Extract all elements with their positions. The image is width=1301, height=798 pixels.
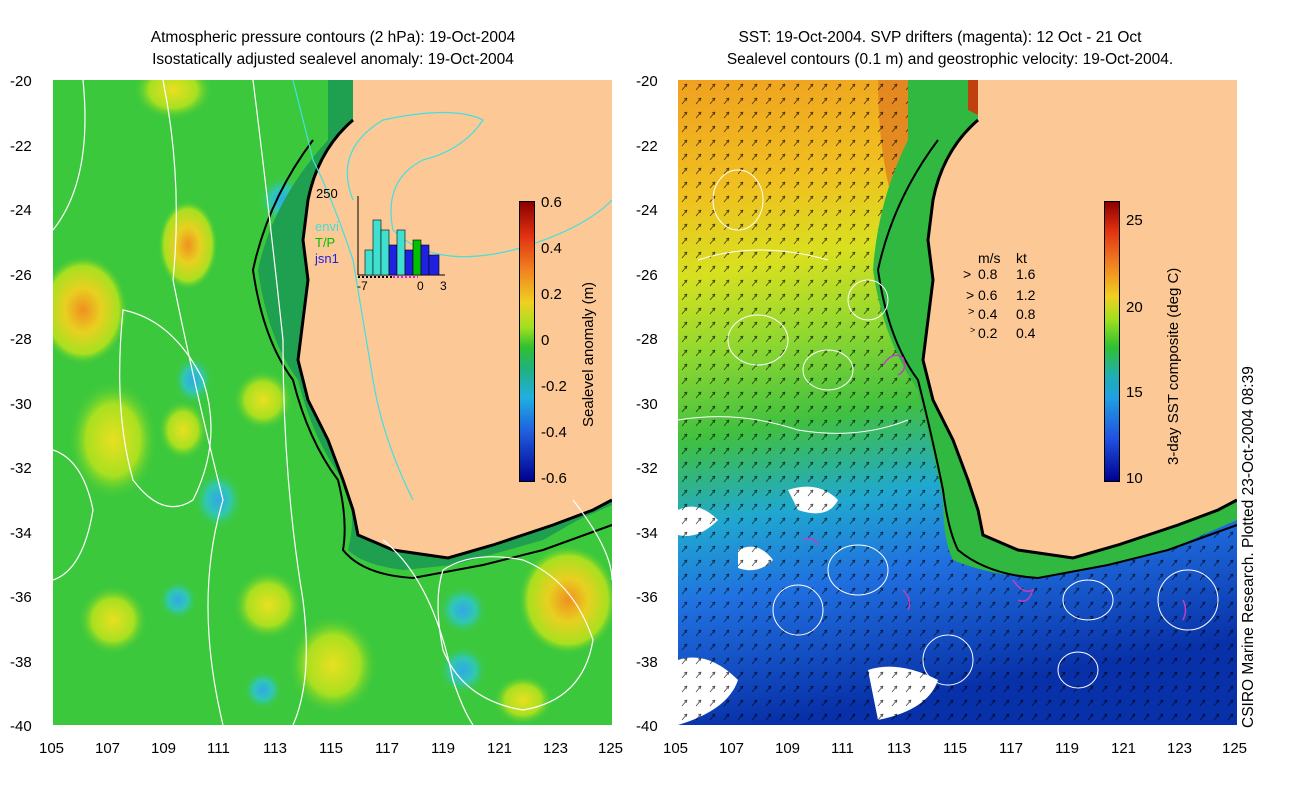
australia-landmass-right <box>923 80 1237 558</box>
legend-kt: 0.4 <box>1016 325 1036 341</box>
right-cb-tick: 25 <box>1126 212 1143 229</box>
left-y-tick: -30 <box>10 396 32 413</box>
left-cb-tick: 0.4 <box>541 240 562 257</box>
left-y-tick: -32 <box>10 460 32 477</box>
legend-ms: 0.2 <box>978 325 998 341</box>
left-y-tick: -20 <box>10 73 32 90</box>
left-x-tick: 113 <box>263 740 287 757</box>
inset-legend-envi: envi <box>315 219 339 234</box>
right-x-tick: 109 <box>775 740 801 757</box>
left-x-tick: 123 <box>543 740 569 757</box>
left-y-tick: -24 <box>10 202 32 219</box>
right-x-tick: 105 <box>663 740 689 757</box>
left-x-tick: 115 <box>319 740 343 757</box>
right-cb-tick: 15 <box>1126 384 1143 401</box>
left-x-tick: 125 <box>598 740 624 757</box>
left-x-tick: 117 <box>375 740 399 757</box>
left-x-tick: 109 <box>151 740 177 757</box>
legend-ms: 0.4 <box>978 306 998 322</box>
pressure-contours <box>53 80 612 725</box>
left-cb-tick: -0.2 <box>541 378 567 395</box>
right-x-tick: 117 <box>999 740 1023 757</box>
legend-kt: 1.2 <box>1016 287 1036 303</box>
right-y-tick: -40 <box>636 718 658 735</box>
right-y-tick: -36 <box>636 589 658 606</box>
inset-x-tick: 3 <box>440 279 447 293</box>
arrow-icon: > <box>963 266 972 282</box>
inset-x-tick: 0 <box>417 279 424 293</box>
data-histogram-inset <box>357 196 445 278</box>
right-cb-tick: 20 <box>1126 299 1143 316</box>
right-map-graphic <box>678 80 1237 725</box>
right-x-tick: 115 <box>943 740 967 757</box>
right-title-line1: SST: 19-Oct-2004. SVP drifters (magenta)… <box>738 29 1142 46</box>
left-x-tick: 107 <box>95 740 121 757</box>
left-x-tick: 105 <box>39 740 65 757</box>
cyan-contour <box>292 80 414 501</box>
right-x-tick: 111 <box>831 740 854 757</box>
left-y-tick: -36 <box>10 589 32 606</box>
inset-ymax-label: 250 <box>316 186 338 201</box>
right-x-tick: 113 <box>887 740 911 757</box>
right-sst-map[interactable]: m/s kt > 0.8 1.6 > 0.6 1.2 > 0.4 0.8 > 0… <box>678 80 1237 725</box>
right-y-tick: -28 <box>636 331 658 348</box>
left-x-tick: 111 <box>207 740 230 757</box>
right-y-tick: -24 <box>636 202 658 219</box>
anomaly-features <box>53 80 612 725</box>
inset-legend-jsn1: jsn1 <box>315 251 339 266</box>
right-y-tick: -32 <box>636 460 658 477</box>
arrow-icon: > <box>970 325 976 335</box>
right-y-tick: -22 <box>636 138 658 155</box>
arrow-icon: > <box>966 287 975 303</box>
left-y-tick: -34 <box>10 525 32 542</box>
left-y-tick: -22 <box>10 138 32 155</box>
left-x-tick: 119 <box>431 740 455 757</box>
left-y-tick: -28 <box>10 331 32 348</box>
right-colorbar <box>1104 201 1120 482</box>
right-y-tick: -34 <box>636 525 658 542</box>
right-x-tick: 125 <box>1222 740 1248 757</box>
right-x-tick: 119 <box>1055 740 1079 757</box>
legend-kt: 1.6 <box>1016 266 1036 282</box>
isobath-200m <box>251 139 612 580</box>
left-cb-tick: -0.4 <box>541 424 567 441</box>
left-x-tick: 121 <box>487 740 513 757</box>
coastline <box>296 118 612 560</box>
left-cb-tick: 0 <box>541 332 550 349</box>
right-y-tick: -30 <box>636 396 658 413</box>
left-colorbar-label: Sealevel anomaly (m) <box>580 281 597 427</box>
legend-header-ms: m/s <box>978 250 1001 266</box>
left-title-line2: Isostatically adjusted sealevel anomaly:… <box>152 51 514 68</box>
left-y-tick: -38 <box>10 654 32 671</box>
svp-drifter-tracks <box>802 354 1187 621</box>
left-cb-tick: 0.2 <box>541 286 562 303</box>
right-x-tick: 107 <box>719 740 745 757</box>
right-y-tick: -26 <box>636 267 658 284</box>
left-cb-tick: -0.6 <box>541 470 567 487</box>
right-colorbar-label: 3-day SST composite (deg C) <box>1165 267 1182 465</box>
right-y-tick: -20 <box>636 73 658 90</box>
inset-x-tick: -7 <box>357 279 368 293</box>
left-y-tick: -40 <box>10 718 32 735</box>
legend-kt: 0.8 <box>1016 306 1036 322</box>
coastline-right <box>921 118 1237 560</box>
left-cb-tick: 0.6 <box>541 194 562 211</box>
right-y-tick: -38 <box>636 654 658 671</box>
inset-legend-tp: T/P <box>315 235 336 250</box>
right-x-tick: 121 <box>1111 740 1137 757</box>
legend-ms: 0.6 <box>978 287 998 303</box>
right-cb-tick: 10 <box>1126 470 1143 487</box>
left-y-tick: -26 <box>10 267 32 284</box>
cyan-contour <box>346 111 612 258</box>
credit-text: CSIRO Marine Research. Plotted 23-Oct-20… <box>1240 366 1257 728</box>
sealevel-contours <box>678 169 1219 689</box>
arrow-icon: > <box>968 306 975 318</box>
legend-ms: 0.8 <box>978 266 998 282</box>
isobath-right <box>876 139 1237 580</box>
right-x-tick: 123 <box>1167 740 1193 757</box>
right-title-line2: Sealevel contours (0.1 m) and geostrophi… <box>726 51 1174 68</box>
left-title-line1: Atmospheric pressure contours (2 hPa): 1… <box>150 29 516 46</box>
left-colorbar <box>519 201 535 482</box>
legend-header-kt: kt <box>1016 250 1027 266</box>
